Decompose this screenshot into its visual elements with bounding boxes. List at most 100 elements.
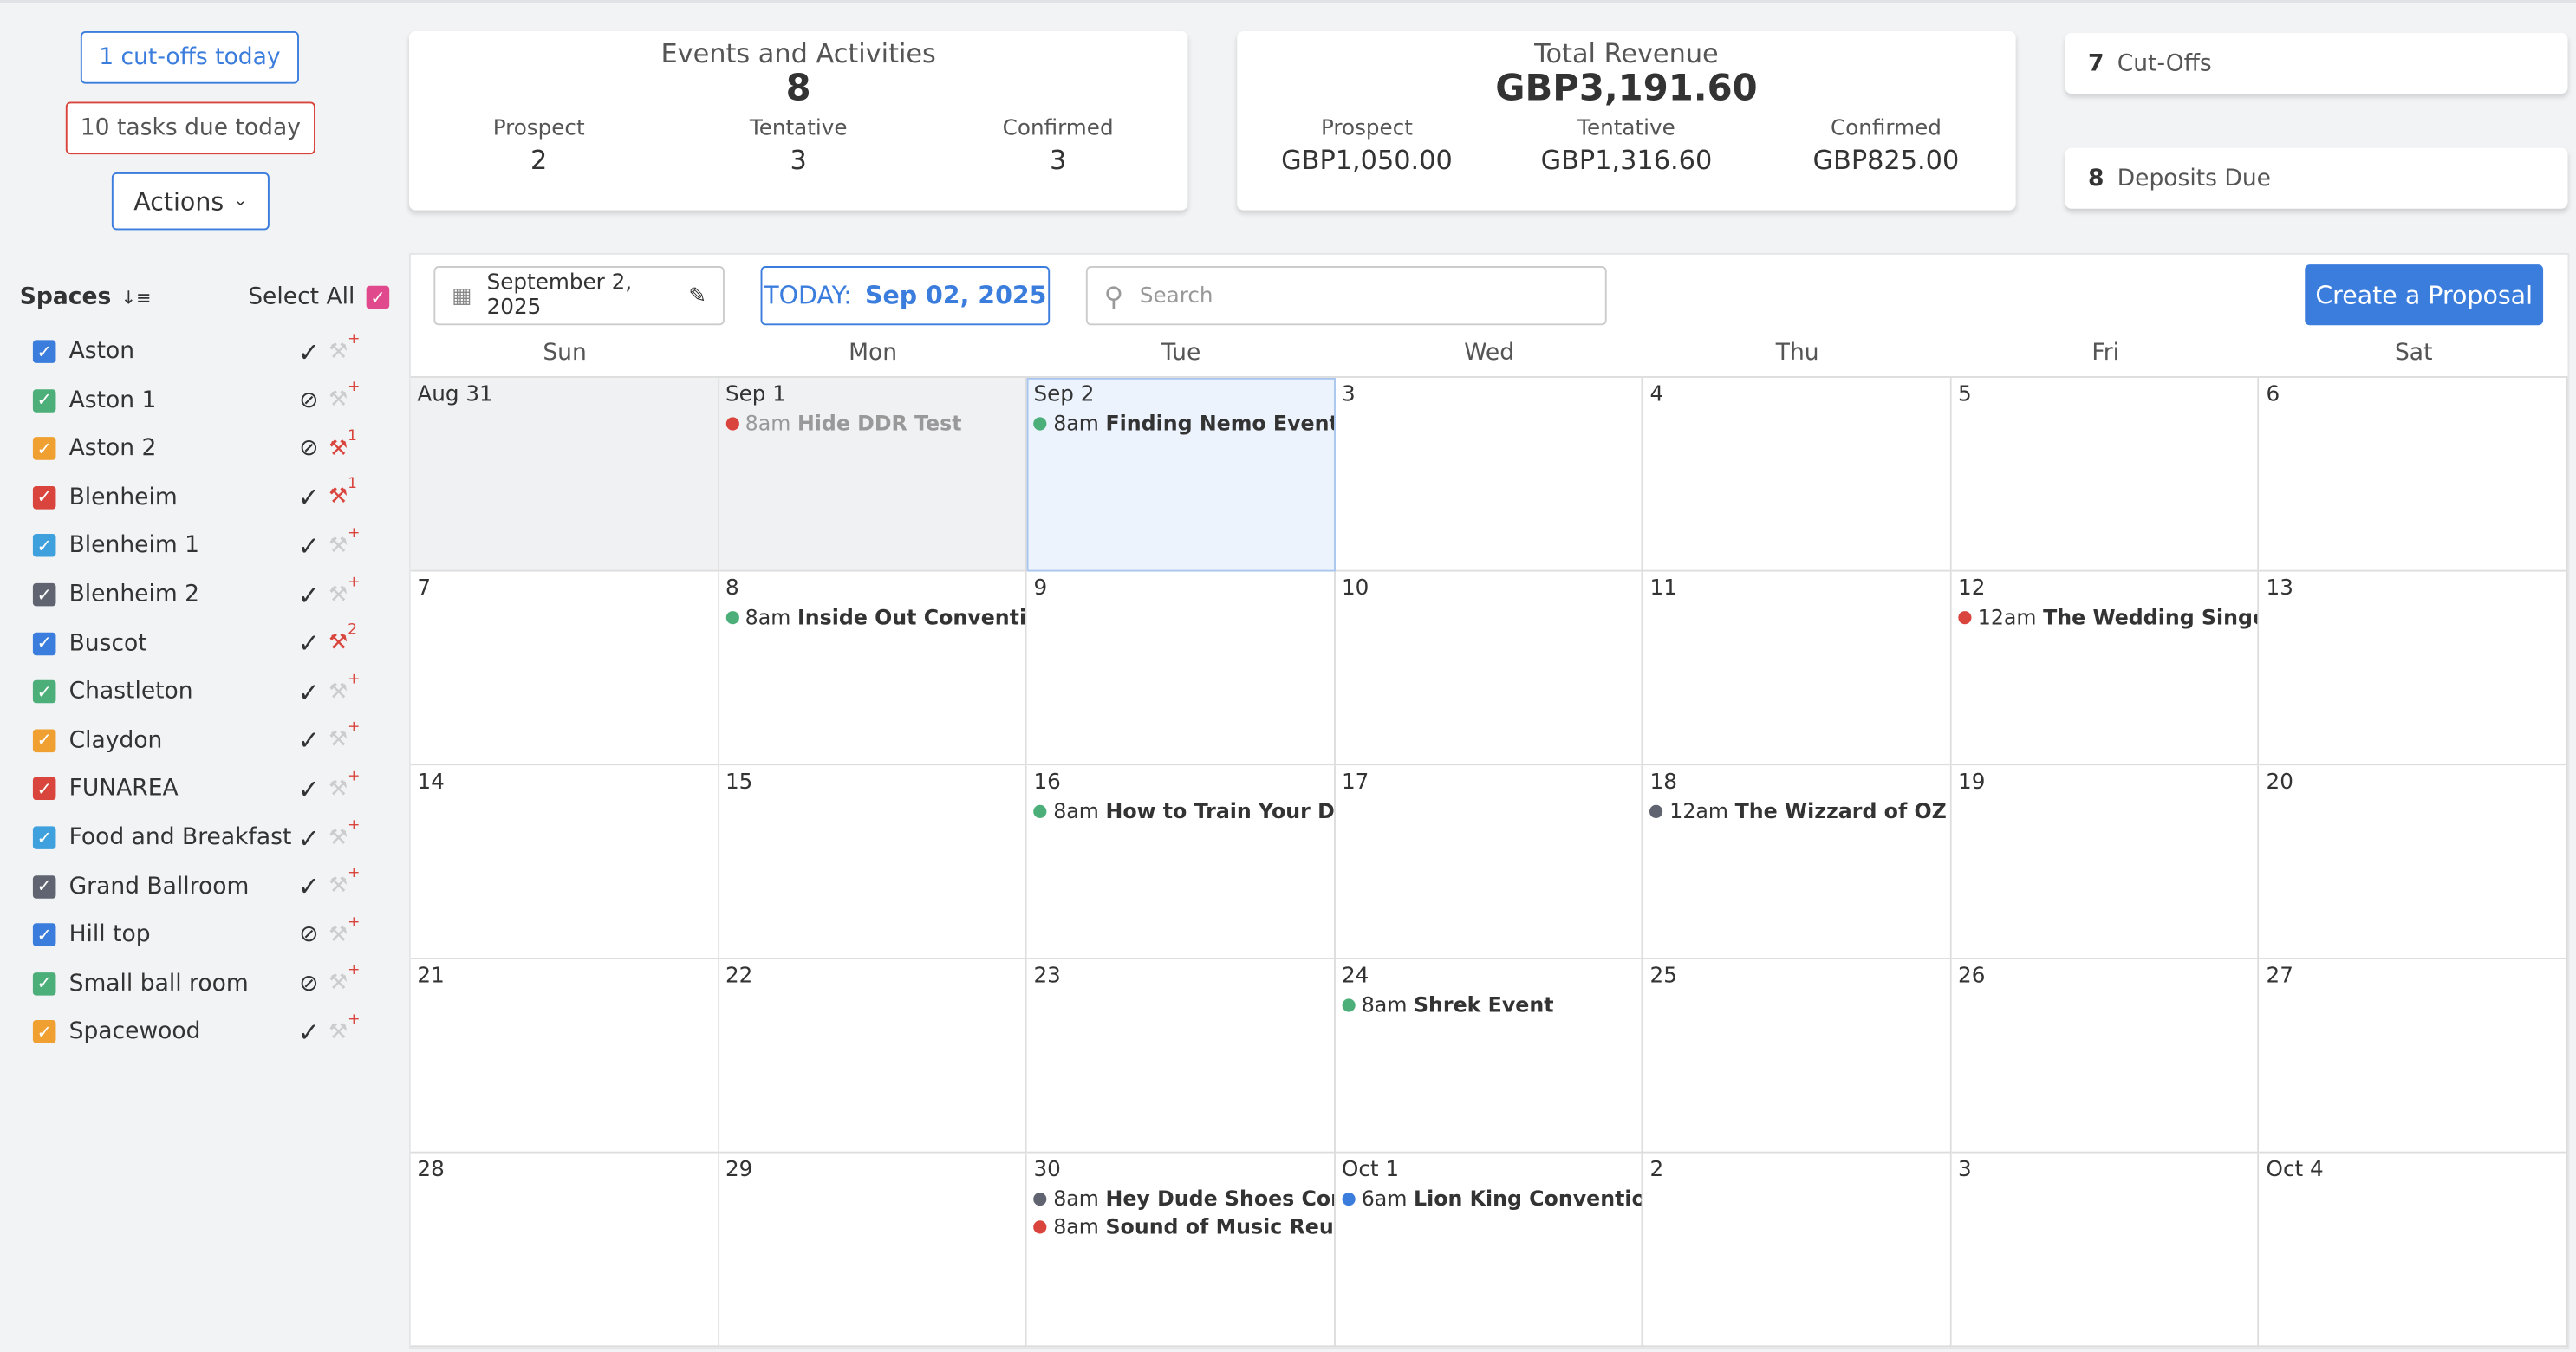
search-box[interactable]: ⚲ Search [1085, 266, 1607, 326]
space-checkbox[interactable]: ✓ [32, 437, 56, 461]
day-cell[interactable]: 3 [1951, 1153, 2260, 1348]
event[interactable]: 8am Hide DDR Test [725, 411, 1025, 435]
task-icon[interactable]: ⚒ + [329, 331, 378, 364]
day-cell[interactable]: Sep 2 8am Finding Nemo Event [1026, 377, 1336, 572]
space-checkbox[interactable]: ✓ [32, 777, 56, 801]
day-cell[interactable]: 20 [2259, 765, 2568, 959]
space-checkbox[interactable]: ✓ [32, 923, 56, 947]
task-icon[interactable]: ⚒ + [329, 817, 378, 850]
day-cell[interactable]: 5 [1951, 377, 2260, 572]
space-row: ✓ Chastleton ✓ ⚒ + [32, 672, 378, 710]
day-cell[interactable]: 13 [2259, 571, 2568, 766]
day-cell[interactable]: Oct 4 [2259, 1153, 2568, 1348]
space-checkbox[interactable]: ✓ [32, 388, 56, 412]
day-label: 28 [417, 1158, 445, 1183]
task-icon[interactable]: ⚒ + [329, 672, 378, 705]
space-row: ✓ Food and Breakfast ✓ ⚒ + [32, 817, 378, 856]
today-button[interactable]: TODAY: Sep 02, 2025 [760, 266, 1051, 326]
day-cell[interactable]: 28 [410, 1153, 719, 1348]
task-icon[interactable]: ⚒ + [329, 769, 378, 802]
task-icon[interactable]: ⚒ + [329, 866, 378, 899]
sort-icon[interactable]: ↓≡ [120, 286, 152, 309]
actions-button[interactable]: Actions ⌄ [111, 172, 270, 231]
date-picker[interactable]: ▦ September 2, 2025 ✎ [433, 266, 725, 326]
day-cell[interactable]: 10 [1335, 571, 1643, 766]
task-icon[interactable]: ⚒ + [329, 914, 378, 947]
space-checkbox[interactable]: ✓ [32, 631, 56, 655]
day-cell[interactable]: Aug 31 [410, 377, 719, 572]
breakdown-value: 2 [530, 144, 548, 176]
blocked-icon: ⊘ [299, 921, 319, 949]
day-cell[interactable]: Sep 1 8am Hide DDR Test [719, 377, 1027, 572]
day-cell[interactable]: 23 [1026, 959, 1336, 1154]
day-cell[interactable]: 9 [1026, 571, 1336, 766]
task-icon[interactable]: ⚒ + [329, 720, 378, 753]
space-checkbox[interactable]: ✓ [32, 340, 56, 363]
task-icon[interactable]: ⚒ + [329, 963, 378, 996]
task-icon[interactable]: ⚒ 1 [329, 428, 378, 461]
day-cell[interactable]: 2 [1643, 1153, 1952, 1348]
tasks-button[interactable]: 10 tasks due today [65, 101, 315, 155]
day-cell[interactable]: 14 [410, 765, 719, 959]
task-icon[interactable]: ⚒ 1 [329, 477, 378, 510]
day-cell[interactable]: 27 [2259, 959, 2568, 1154]
day-cell[interactable]: 3 [1335, 377, 1643, 572]
day-cell[interactable]: 26 [1951, 959, 2260, 1154]
task-icon[interactable]: ⚒ + [329, 525, 378, 558]
select-all-checkbox[interactable]: ✓ [366, 285, 390, 309]
breakdown-label: Confirmed [1002, 116, 1114, 142]
day-cell[interactable]: 24 8am Shrek Event [1335, 959, 1643, 1154]
task-icon[interactable]: ⚒ 2 [329, 623, 378, 656]
space-checkbox[interactable]: ✓ [32, 582, 56, 607]
space-checkbox[interactable]: ✓ [32, 680, 56, 704]
day-label: 8 [725, 576, 739, 601]
day-cell[interactable]: 29 [719, 1153, 1027, 1348]
event[interactable]: 6am Lion King Convention [1341, 1186, 1642, 1211]
event-dot [725, 416, 739, 430]
event-title: How to Train Your Dragon [1105, 798, 1335, 823]
day-cell[interactable]: 4 [1643, 377, 1952, 572]
day-cell[interactable]: 19 [1951, 765, 2260, 959]
day-cell[interactable]: 11 [1643, 571, 1952, 766]
space-checkbox[interactable]: ✓ [32, 874, 56, 899]
day-cell[interactable]: 7 [410, 571, 719, 766]
event[interactable]: 8am Finding Nemo Event [1033, 411, 1334, 435]
day-label: 12 [1958, 576, 1986, 601]
day-cell[interactable]: 15 [719, 765, 1027, 959]
event[interactable]: 8am Shrek Event [1341, 992, 1642, 1017]
day-cell[interactable]: 17 [1335, 765, 1643, 959]
task-icon[interactable]: ⚒ + [329, 1011, 378, 1044]
day-label: 11 [1649, 576, 1677, 601]
day-cell[interactable]: 22 [719, 959, 1027, 1154]
space-checkbox[interactable]: ✓ [32, 729, 56, 752]
task-icon[interactable]: ⚒ + [329, 574, 378, 607]
day-cell[interactable]: 6 [2259, 377, 2568, 572]
space-checkbox[interactable]: ✓ [32, 1020, 56, 1044]
side-card[interactable]: 7 Cut-Offs [2065, 32, 2568, 94]
day-cell[interactable]: 12 12am The Wedding Singer [1951, 571, 2260, 766]
create-proposal-button[interactable]: Create a Proposal [2305, 264, 2544, 326]
space-checkbox[interactable]: ✓ [32, 485, 56, 510]
space-checkbox[interactable]: ✓ [32, 534, 56, 558]
cutoffs-button[interactable]: 1 cut-offs today [80, 31, 299, 84]
side-card[interactable]: 8 Deposits Due [2065, 147, 2568, 209]
search-icon: ⚲ [1103, 280, 1123, 312]
day-cell[interactable]: 21 [410, 959, 719, 1154]
day-cell[interactable]: 25 [1643, 959, 1952, 1154]
space-checkbox[interactable]: ✓ [32, 826, 56, 849]
day-label: 15 [725, 770, 753, 796]
day-cell[interactable]: Oct 1 6am Lion King Convention [1335, 1153, 1643, 1348]
event[interactable]: 12am The Wedding Singer [1958, 605, 2258, 629]
task-icon[interactable]: ⚒ + [329, 380, 378, 413]
space-checkbox[interactable]: ✓ [32, 972, 56, 996]
